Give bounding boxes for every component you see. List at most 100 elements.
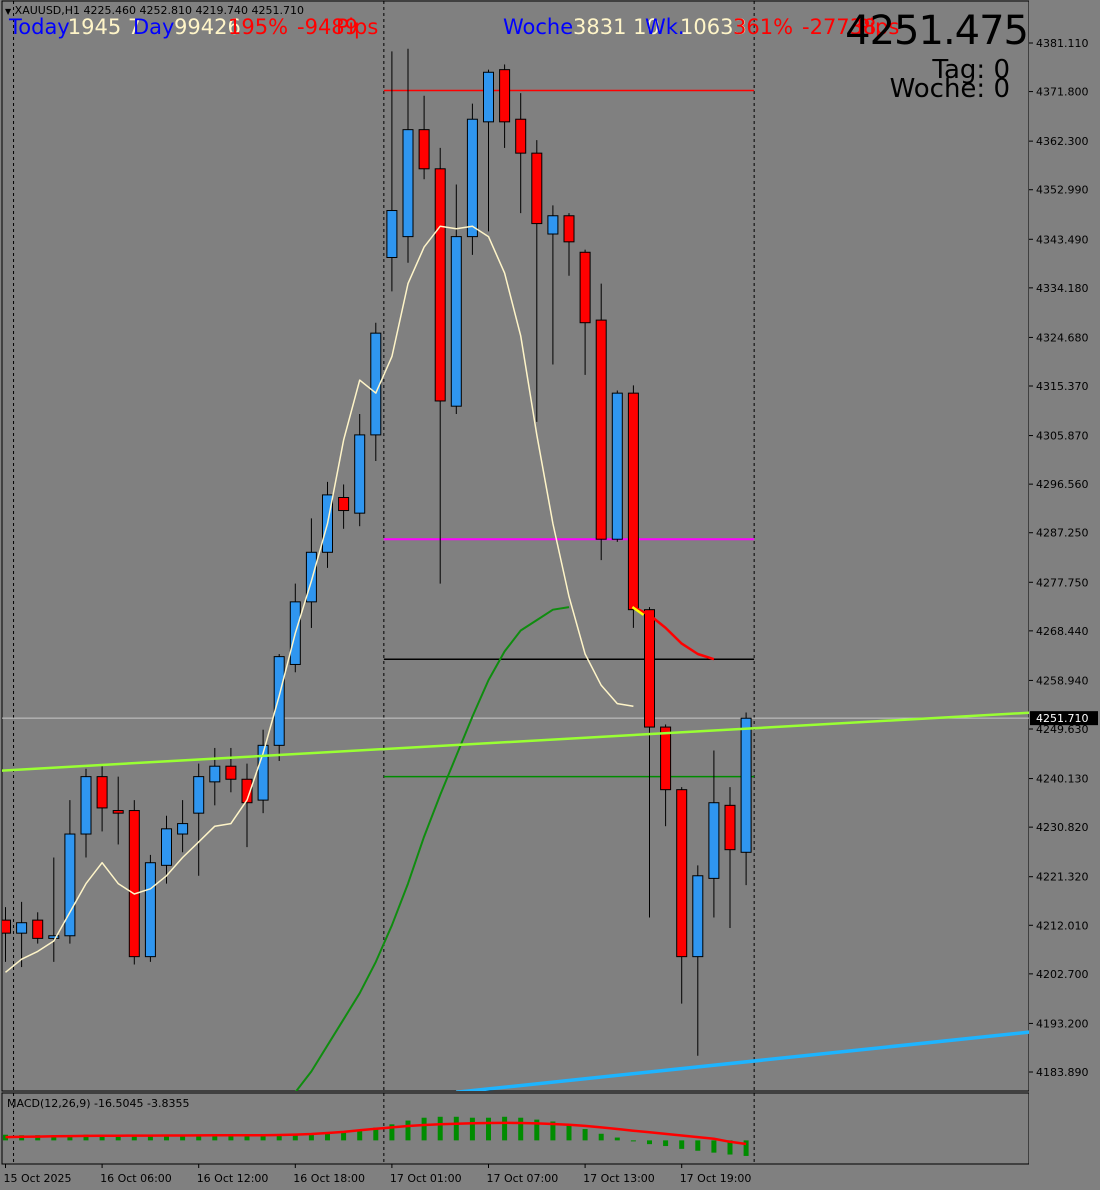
macd-bar	[647, 1140, 652, 1145]
macd-bar	[502, 1116, 508, 1141]
candle	[48, 857, 60, 962]
candle-body-bull	[144, 862, 156, 958]
macd-bar	[147, 1134, 153, 1141]
macd-bar	[180, 1134, 186, 1141]
macd-bar	[341, 1131, 347, 1141]
candle	[627, 385, 639, 628]
y-tick-label: 4381.110	[1036, 37, 1089, 50]
ma-fast-line	[5, 225, 634, 973]
candle-body-bear	[434, 168, 446, 402]
main-panel-frame	[1, 0, 1030, 1092]
y-tick-label: 4315.370	[1036, 380, 1089, 393]
time-axis: 15 Oct 2025 16 Oct 06:00 16 Oct 12:00 16 Oc…	[4, 1164, 752, 1185]
wk-value: 10633	[680, 15, 747, 39]
candle-body-bear	[32, 919, 44, 939]
candle	[338, 484, 350, 529]
dropdown-triangle-icon[interactable]: ▼	[5, 7, 12, 16]
candle	[515, 93, 527, 214]
candle-body-bear	[96, 776, 108, 809]
macd-bar	[453, 1116, 459, 1141]
candle-body-bull	[386, 210, 398, 258]
candle-body-bull	[48, 935, 60, 939]
candle	[466, 103, 478, 255]
candle	[450, 184, 462, 415]
candle-body-bear	[627, 392, 639, 611]
candle-body-bear	[2, 919, 11, 934]
candle	[563, 213, 575, 276]
candles	[2, 48, 752, 1056]
candle	[676, 787, 688, 1004]
macd-bar	[518, 1117, 524, 1141]
candle-body-bull	[161, 828, 172, 866]
x-tick-label: 16 Oct 06:00	[100, 1172, 172, 1185]
candle-body-bear	[724, 804, 736, 851]
y-tick-label: 4334.180	[1036, 282, 1089, 295]
macd-bar	[357, 1129, 363, 1141]
candle	[80, 768, 92, 858]
macd-bar	[614, 1137, 620, 1141]
candle	[112, 776, 124, 845]
candle	[257, 729, 269, 814]
x-tick-label: 17 Oct 19:00	[680, 1172, 752, 1185]
candle-body-bull	[80, 776, 92, 835]
y-tick-label: 4362.300	[1036, 135, 1089, 148]
candle-body-bull	[547, 215, 559, 235]
macd-bar	[663, 1140, 669, 1147]
macd-bar	[534, 1119, 540, 1141]
support-line	[456, 1030, 1029, 1091]
macd-bar	[550, 1121, 556, 1141]
macd-bar	[325, 1133, 330, 1141]
ma-slow-line	[295, 606, 570, 1091]
candle	[499, 64, 511, 148]
candle-body-bull	[273, 656, 285, 746]
today-label: Today	[9, 15, 70, 39]
x-tick-label: 17 Oct 01:00	[390, 1172, 462, 1185]
candle	[402, 48, 414, 263]
y-tick-label: 4296.560	[1036, 478, 1089, 491]
candle-body-bull	[177, 823, 189, 835]
macd-bar	[598, 1133, 604, 1141]
candle-body-bear	[499, 69, 511, 123]
candle	[193, 763, 205, 876]
macd-bar	[469, 1117, 475, 1141]
candle-body-bear	[128, 810, 140, 958]
candle	[531, 140, 543, 422]
candle-body-bear	[338, 496, 350, 512]
macd-bar	[212, 1134, 218, 1141]
x-tick-label: 17 Oct 13:00	[583, 1172, 655, 1185]
y-tick-label: 4212.010	[1036, 919, 1089, 932]
candle-body-bear	[112, 810, 124, 814]
candle-body-bull	[402, 129, 414, 238]
y-tick-label: 4352.990	[1036, 184, 1089, 197]
candle-body-bull	[692, 875, 704, 958]
candle-body-bear	[676, 789, 688, 958]
candle	[225, 747, 237, 793]
candle	[96, 766, 108, 832]
macd-bar	[244, 1135, 250, 1141]
candle-body-bull	[257, 744, 269, 801]
candle-body-bear	[644, 609, 655, 728]
candle	[354, 414, 366, 527]
candle-body-bull	[708, 802, 720, 879]
candle-body-bull	[466, 118, 478, 238]
week-label: Woche	[503, 15, 574, 39]
macd-bar	[308, 1134, 314, 1141]
candle-body-bear	[595, 319, 607, 540]
y-tick-label: 4258.940	[1036, 674, 1089, 687]
macd-bar	[260, 1135, 266, 1141]
macd-bar	[51, 1135, 57, 1141]
candle	[209, 747, 221, 806]
x-tick-label: 16 Oct 12:00	[197, 1172, 269, 1185]
price-axis: 4381.110 4371.800 4362.300 4352.990 4343.490…	[1029, 0, 1100, 1190]
day-label: Day	[133, 15, 175, 39]
y-tick-label: 4343.490	[1036, 233, 1089, 246]
candle	[595, 283, 607, 561]
y-tick-label: 4221.320	[1036, 871, 1089, 884]
candle	[177, 800, 189, 853]
macd-bar	[711, 1140, 717, 1153]
today-values: 1945 7	[67, 15, 142, 39]
candle	[692, 865, 704, 1056]
woche-counter: Woche: 0	[889, 74, 1010, 104]
macd-bar	[582, 1129, 588, 1141]
